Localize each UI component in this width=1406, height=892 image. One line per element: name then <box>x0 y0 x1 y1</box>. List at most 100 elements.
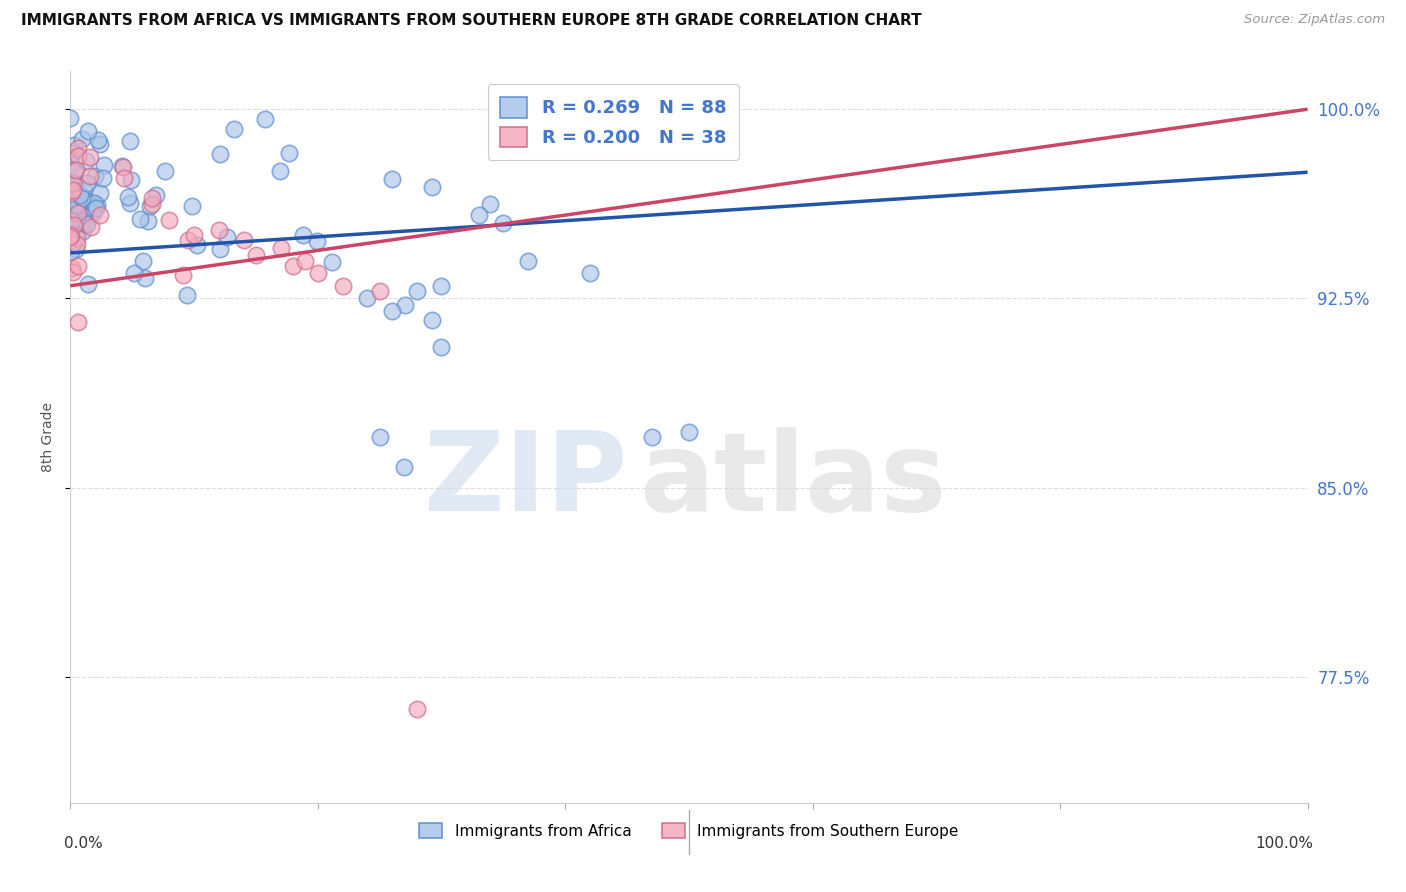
Point <box>678 425 700 439</box>
Point <box>87 132 110 146</box>
Point <box>141 197 163 211</box>
Point <box>208 223 231 237</box>
Point <box>80 220 103 235</box>
Point <box>59 244 82 258</box>
Point <box>292 227 315 242</box>
Point <box>208 147 231 161</box>
Point <box>67 195 90 210</box>
Point <box>66 259 89 273</box>
Point <box>134 270 156 285</box>
Text: 0.0%: 0.0% <box>65 836 103 851</box>
Point <box>60 189 83 203</box>
Point <box>136 214 159 228</box>
Point <box>120 134 142 148</box>
Point <box>253 112 276 127</box>
Point <box>82 204 104 219</box>
Text: IMMIGRANTS FROM AFRICA VS IMMIGRANTS FROM SOUTHERN EUROPE 8TH GRADE CORRELATION : IMMIGRANTS FROM AFRICA VS IMMIGRANTS FRO… <box>21 13 922 29</box>
Point <box>93 158 115 172</box>
Point <box>281 259 304 273</box>
Point <box>75 153 97 168</box>
Point <box>141 191 163 205</box>
Point <box>84 169 107 183</box>
Point <box>77 124 100 138</box>
Point <box>394 460 416 475</box>
Point <box>70 132 93 146</box>
Point <box>111 160 134 174</box>
Point <box>63 218 86 232</box>
Point <box>62 265 84 279</box>
Point <box>66 141 89 155</box>
Point <box>321 255 343 269</box>
Point <box>381 172 404 186</box>
Point <box>145 187 167 202</box>
Point <box>356 291 378 305</box>
Point <box>270 241 292 255</box>
Point <box>59 230 82 244</box>
Point <box>79 150 101 164</box>
Point <box>112 171 135 186</box>
Point <box>122 266 145 280</box>
Point <box>76 217 98 231</box>
Point <box>157 213 180 227</box>
Point <box>65 198 87 212</box>
Point <box>420 313 443 327</box>
Point <box>176 288 198 302</box>
Point <box>89 208 111 222</box>
Text: atlas: atlas <box>640 427 946 534</box>
Point <box>579 266 602 280</box>
Point <box>120 173 142 187</box>
Point <box>89 137 111 152</box>
Point <box>269 163 291 178</box>
Point <box>59 227 82 242</box>
Point <box>60 205 83 219</box>
Point <box>117 189 139 203</box>
Point <box>86 198 108 212</box>
Point <box>155 163 177 178</box>
Point <box>60 260 83 275</box>
Point <box>307 266 329 280</box>
Point <box>641 430 664 444</box>
Text: Source: ZipAtlas.com: Source: ZipAtlas.com <box>1244 13 1385 27</box>
Point <box>91 170 114 185</box>
Point <box>65 161 87 176</box>
Point <box>72 182 94 196</box>
Point <box>222 122 245 136</box>
Point <box>67 201 90 215</box>
Point <box>63 163 86 178</box>
Point <box>63 138 86 153</box>
Point <box>65 188 87 202</box>
Point <box>111 160 134 174</box>
Point <box>60 146 83 161</box>
Point <box>180 198 202 212</box>
Point <box>294 253 316 268</box>
Point <box>59 172 82 186</box>
Point <box>76 177 98 191</box>
Point <box>139 199 162 213</box>
Point <box>232 233 254 247</box>
Point <box>75 193 97 207</box>
Point <box>84 201 107 215</box>
Point <box>132 254 155 268</box>
Point <box>479 197 502 211</box>
Point <box>305 234 328 248</box>
Point <box>118 196 141 211</box>
Point <box>63 178 86 192</box>
Point <box>467 208 489 222</box>
Point <box>59 157 82 171</box>
Point <box>517 253 540 268</box>
Point <box>79 169 101 183</box>
Point <box>59 112 82 126</box>
Point <box>77 277 100 291</box>
Point <box>75 218 97 232</box>
Point <box>492 216 515 230</box>
Point <box>83 196 105 211</box>
Point <box>67 205 90 219</box>
Point <box>368 284 391 298</box>
Point <box>245 248 267 262</box>
Point <box>69 187 91 202</box>
Point <box>405 702 427 716</box>
Point <box>80 201 103 215</box>
Point <box>60 211 83 225</box>
Point <box>69 217 91 231</box>
Point <box>177 233 200 247</box>
